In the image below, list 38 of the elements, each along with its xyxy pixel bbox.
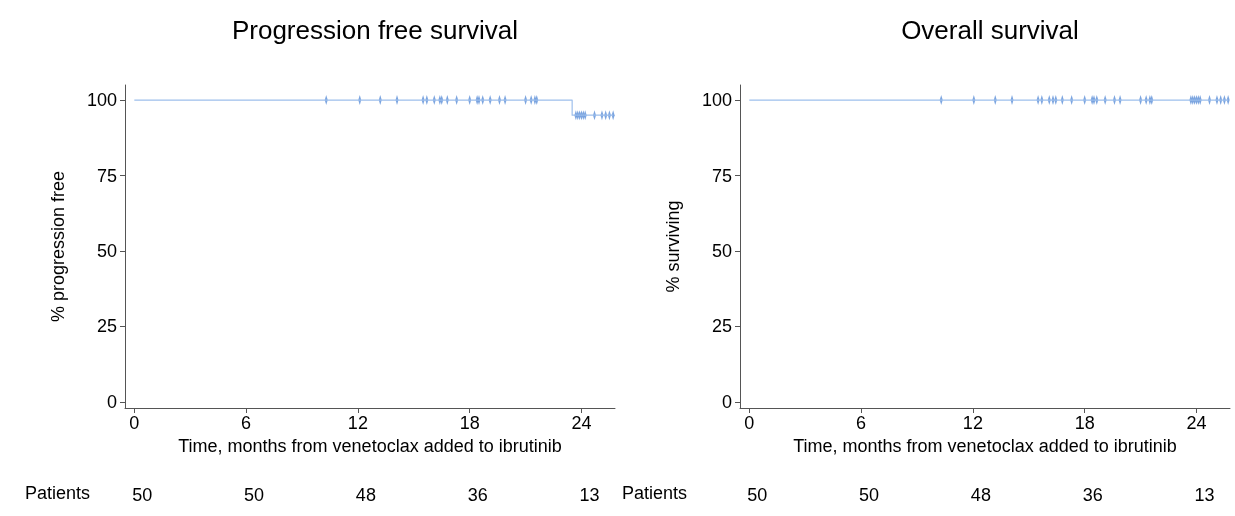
y-tick-label: 75 [711, 165, 732, 186]
x-tick-label: 12 [347, 413, 368, 433]
text: 36 [1082, 485, 1103, 505]
x-axis-title: Time, months from venetoclax added to ibrutinib [793, 435, 1177, 456]
x-tick-label: 24 [571, 413, 592, 433]
y-tick-label: 25 [96, 316, 117, 337]
text: 13 [579, 485, 600, 505]
y-tick-label: 50 [96, 241, 117, 262]
chart-title: Progression free survival [231, 15, 519, 45]
y-axis-title: % progression free [48, 170, 68, 323]
x-tick-label: 6 [856, 413, 867, 433]
text: 48 [355, 485, 376, 505]
y-tick-label: 100 [86, 90, 117, 111]
x-tick-label: 24 [1186, 413, 1207, 433]
x-tick-label: 6 [241, 413, 252, 433]
x-tick-label: 18 [1074, 413, 1095, 433]
x-tick-label: 0 [129, 413, 140, 433]
text: 50 [132, 485, 153, 505]
text: 48 [970, 485, 991, 505]
y-tick-label: 50 [711, 241, 732, 262]
y-tick-label: 25 [711, 316, 732, 337]
text: Patients [25, 483, 91, 503]
text: 13 [1194, 485, 1215, 505]
y-axis-title: % surviving [663, 200, 683, 293]
text: 50 [747, 485, 768, 505]
x-tick-label: 12 [962, 413, 983, 433]
x-tick-label: 0 [744, 413, 755, 433]
y-tick-label: 0 [721, 391, 732, 412]
y-tick-label: 100 [701, 90, 732, 111]
text: 36 [467, 485, 488, 505]
text: 50 [859, 485, 880, 505]
text: 50 [244, 485, 265, 505]
y-tick-label: 0 [106, 391, 117, 412]
y-tick-label: 75 [96, 165, 117, 186]
text: Patients [622, 483, 688, 503]
chart-title: Overall survival [901, 15, 1079, 45]
x-axis-title: Time, months from venetoclax added to ibrutinib [178, 435, 562, 456]
x-tick-label: 18 [459, 413, 480, 433]
